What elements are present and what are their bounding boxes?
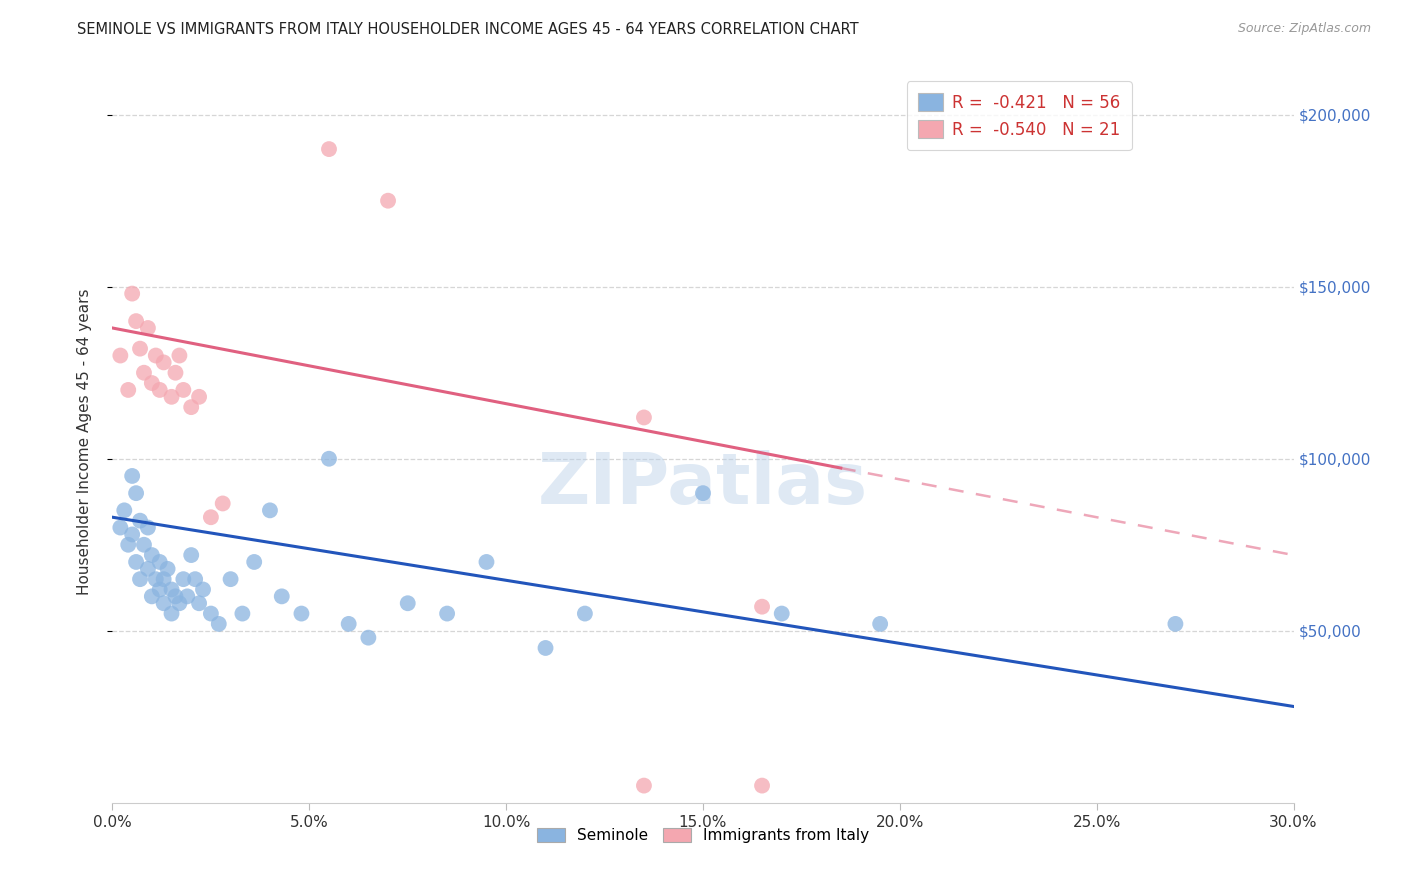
Point — [125, 555, 148, 569]
Point — [141, 590, 163, 604]
Point — [145, 349, 167, 363]
Point — [377, 194, 399, 208]
Legend: Seminole, Immigrants from Italy: Seminole, Immigrants from Italy — [531, 822, 875, 849]
Point — [633, 410, 655, 425]
Point — [117, 538, 139, 552]
Point — [121, 286, 143, 301]
Point — [184, 572, 207, 586]
Point — [243, 555, 266, 569]
Point — [149, 582, 172, 597]
Point — [633, 779, 655, 793]
Text: SEMINOLE VS IMMIGRANTS FROM ITALY HOUSEHOLDER INCOME AGES 45 - 64 YEARS CORRELAT: SEMINOLE VS IMMIGRANTS FROM ITALY HOUSEH… — [77, 22, 859, 37]
Point — [129, 514, 152, 528]
Point — [191, 582, 214, 597]
Point — [132, 538, 155, 552]
Point — [692, 486, 714, 500]
Point — [145, 572, 167, 586]
Point — [121, 527, 143, 541]
Point — [169, 349, 191, 363]
Point — [396, 596, 419, 610]
Point — [357, 631, 380, 645]
Point — [152, 355, 174, 369]
Point — [200, 510, 222, 524]
Point — [152, 596, 174, 610]
Point — [869, 616, 891, 631]
Point — [436, 607, 458, 621]
Point — [149, 555, 172, 569]
Point — [318, 451, 340, 466]
Point — [318, 142, 340, 156]
Point — [176, 590, 198, 604]
Point — [172, 383, 194, 397]
Text: Source: ZipAtlas.com: Source: ZipAtlas.com — [1237, 22, 1371, 36]
Point — [160, 607, 183, 621]
Point — [141, 548, 163, 562]
Y-axis label: Householder Income Ages 45 - 64 years: Householder Income Ages 45 - 64 years — [77, 288, 91, 595]
Point — [110, 520, 132, 534]
Point — [200, 607, 222, 621]
Point — [149, 383, 172, 397]
Point — [208, 616, 231, 631]
Point — [121, 469, 143, 483]
Point — [751, 779, 773, 793]
Point — [129, 572, 152, 586]
Point — [129, 342, 152, 356]
Point — [112, 503, 135, 517]
Point — [188, 390, 211, 404]
Point — [117, 383, 139, 397]
Text: ZIPatlas: ZIPatlas — [538, 450, 868, 519]
Point — [152, 572, 174, 586]
Point — [169, 596, 191, 610]
Point — [172, 572, 194, 586]
Point — [475, 555, 498, 569]
Point — [165, 590, 187, 604]
Point — [219, 572, 242, 586]
Point — [211, 496, 233, 510]
Point — [259, 503, 281, 517]
Point — [574, 607, 596, 621]
Point — [1164, 616, 1187, 631]
Point — [156, 562, 179, 576]
Point — [160, 390, 183, 404]
Point — [125, 486, 148, 500]
Point — [180, 400, 202, 414]
Point — [290, 607, 312, 621]
Point — [270, 590, 292, 604]
Point — [160, 582, 183, 597]
Point — [141, 376, 163, 390]
Point — [165, 366, 187, 380]
Point — [136, 321, 159, 335]
Point — [132, 366, 155, 380]
Point — [751, 599, 773, 614]
Point — [188, 596, 211, 610]
Point — [136, 520, 159, 534]
Point — [337, 616, 360, 631]
Point — [180, 548, 202, 562]
Point — [125, 314, 148, 328]
Point — [770, 607, 793, 621]
Point — [110, 349, 132, 363]
Point — [136, 562, 159, 576]
Point — [231, 607, 253, 621]
Point — [534, 640, 557, 655]
